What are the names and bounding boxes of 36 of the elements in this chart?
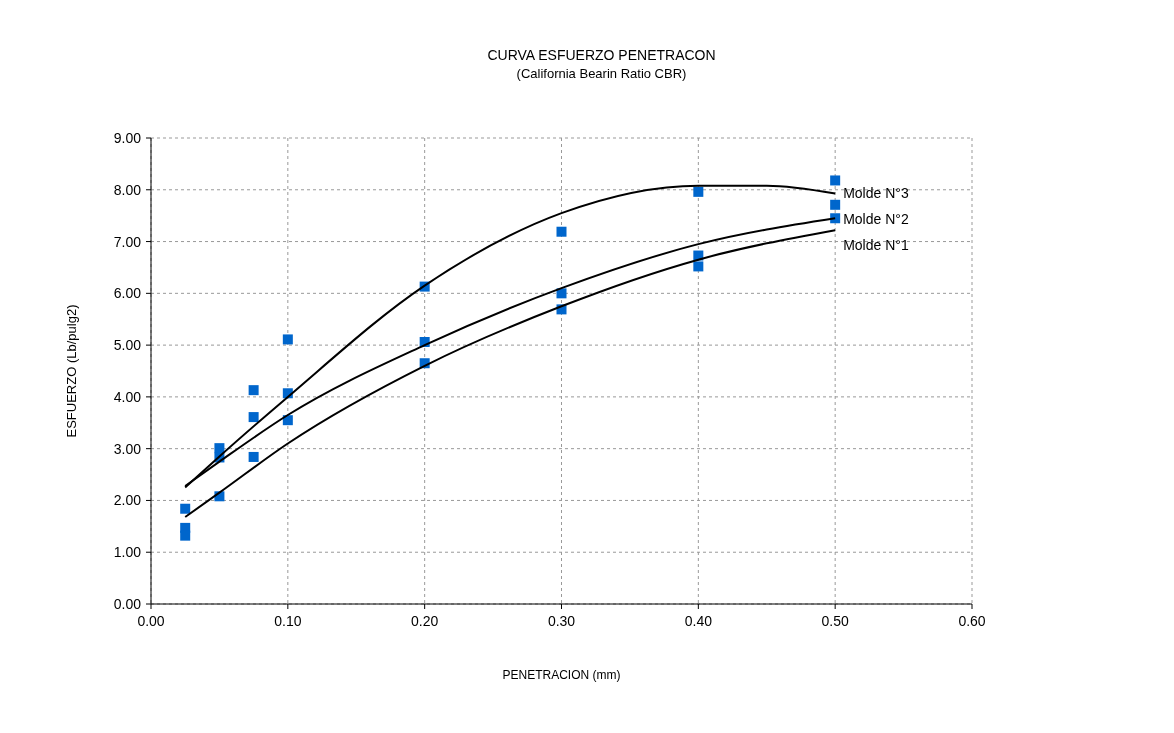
y-tick-label: 9.00 (113, 130, 142, 146)
x-tick-label: 0.40 (684, 613, 713, 629)
chart-subtitle: (California Bearin Ratio CBR) (516, 66, 687, 81)
point (180, 503, 191, 514)
x-axis-title: PENETRACION (mm) (502, 668, 621, 682)
x-tick-label: 0.30 (547, 613, 576, 629)
point (830, 175, 841, 186)
x-tick-label: 0.00 (137, 613, 165, 629)
y-tick-label: 7.00 (113, 233, 142, 250)
y-tick-label: 1.00 (113, 544, 142, 561)
y-tick-label: 2.00 (113, 492, 142, 509)
x-tick-label: 0.50 (821, 613, 849, 629)
x-tick-label: 0.20 (411, 613, 439, 629)
series-label: Molde N°1 (843, 237, 909, 254)
y-axis-title: ESFUERZO (Lb/pulg2) (64, 304, 79, 438)
y-tick-label: 3.00 (113, 440, 142, 457)
point (693, 186, 704, 197)
y-tick-label: 5.00 (113, 337, 142, 354)
point (180, 530, 191, 541)
series-label: Molde N°3 (843, 185, 909, 202)
point (693, 261, 704, 272)
point (248, 451, 259, 462)
point (556, 226, 567, 237)
series-label: Molde N°2 (843, 211, 909, 228)
x-tick-label: 0.60 (958, 613, 986, 629)
point (282, 334, 293, 345)
point (248, 385, 259, 396)
point (556, 288, 567, 299)
y-tick-label: 0.00 (113, 596, 142, 612)
point (830, 199, 841, 210)
y-tick-label: 4.00 (113, 388, 142, 405)
chart-title: CURVA ESFUERZO PENETRACON (487, 47, 716, 63)
x-tick-label: 0.10 (274, 613, 302, 629)
y-tick-label: 6.00 (113, 285, 142, 302)
y-tick-label: 8.00 (113, 181, 142, 198)
point (248, 412, 259, 423)
